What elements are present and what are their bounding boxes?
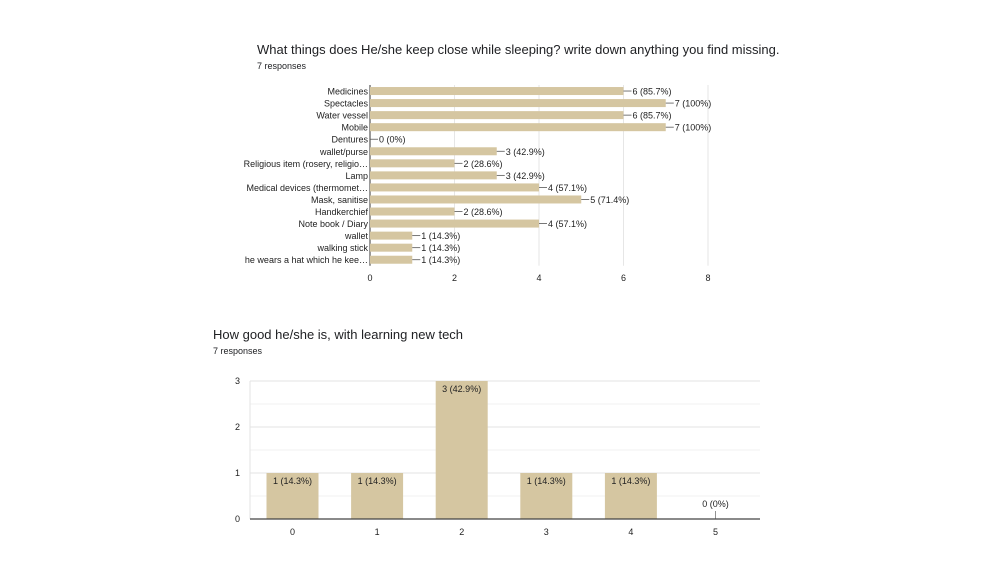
- bar: [370, 195, 582, 204]
- data-label: 1 (14.3%): [421, 255, 460, 265]
- bar: [370, 231, 413, 240]
- bar: [604, 473, 657, 519]
- category-label: Religious item (rosery, religio…: [244, 159, 368, 169]
- data-label: 1 (14.3%): [421, 231, 460, 241]
- category-label: Lamp: [345, 171, 368, 181]
- bar: [370, 219, 539, 228]
- data-label: 4 (57.1%): [548, 219, 587, 229]
- category-label: Note book / Diary: [298, 219, 368, 229]
- chart1-title: What things does He/she keep close while…: [257, 42, 780, 57]
- chart1-response-count: 7 responses: [257, 61, 307, 71]
- data-label: 0 (0%): [702, 499, 729, 509]
- category-label: Handkerchief: [315, 207, 369, 217]
- data-label: 1 (14.3%): [527, 476, 566, 486]
- category-label: Water vessel: [316, 111, 368, 121]
- bar: [370, 255, 413, 264]
- bar: [520, 473, 573, 519]
- bar: [370, 243, 413, 252]
- data-label: 3 (42.9%): [506, 147, 545, 157]
- category-label: Mask, sanitise: [311, 195, 368, 205]
- data-label: 7 (100%): [675, 123, 712, 133]
- category-label: Medical devices (thermomet…: [246, 183, 368, 193]
- bar: [370, 159, 455, 168]
- bar: [370, 183, 539, 192]
- bar: [370, 147, 497, 156]
- data-label: 6 (85.7%): [633, 87, 672, 97]
- category-label: Dentures: [331, 135, 368, 145]
- category-label: wallet: [344, 231, 369, 241]
- bar: [370, 99, 666, 108]
- x-tick-label: 0: [367, 273, 372, 283]
- bar: [370, 111, 624, 120]
- category-label: walking stick: [316, 243, 368, 253]
- data-label: 6 (85.7%): [633, 111, 672, 121]
- category-label: Spectacles: [324, 99, 369, 109]
- data-label: 5 (71.4%): [590, 195, 629, 205]
- y-tick-label: 3: [235, 376, 240, 386]
- data-label: 1 (14.3%): [421, 243, 460, 253]
- data-label: 1 (14.3%): [273, 476, 312, 486]
- y-tick-label: 0: [235, 514, 240, 524]
- y-tick-label: 2: [235, 422, 240, 432]
- x-tick-label: 1: [375, 527, 380, 537]
- bar: [370, 207, 455, 216]
- y-tick-label: 1: [235, 468, 240, 478]
- category-label: Medicines: [327, 87, 368, 97]
- bar: [351, 473, 404, 519]
- x-tick-label: 2: [452, 273, 457, 283]
- data-label: 1 (14.3%): [611, 476, 650, 486]
- data-label: 2 (28.6%): [464, 159, 503, 169]
- data-label: 4 (57.1%): [548, 183, 587, 193]
- data-label: 7 (100%): [675, 99, 712, 109]
- x-tick-label: 6: [621, 273, 626, 283]
- x-tick-label: 4: [628, 527, 633, 537]
- x-tick-label: 0: [290, 527, 295, 537]
- data-label: 3 (42.9%): [442, 384, 481, 394]
- bar: [266, 473, 319, 519]
- x-tick-label: 2: [459, 527, 464, 537]
- data-label: 0 (0%): [379, 135, 406, 145]
- bar: [370, 123, 666, 132]
- bar: [435, 381, 488, 519]
- category-label: Mobile: [341, 123, 368, 133]
- x-tick-label: 3: [544, 527, 549, 537]
- data-label: 2 (28.6%): [464, 207, 503, 217]
- bar: [370, 171, 497, 180]
- bar: [370, 87, 624, 96]
- data-label: 1 (14.3%): [358, 476, 397, 486]
- x-tick-label: 4: [536, 273, 541, 283]
- chart2-title: How good he/she is, with learning new te…: [213, 327, 464, 342]
- chart2-response-count: 7 responses: [213, 346, 263, 356]
- category-label: wallet/purse: [319, 147, 368, 157]
- data-label: 3 (42.9%): [506, 171, 545, 181]
- x-tick-label: 5: [713, 527, 718, 537]
- x-tick-label: 8: [705, 273, 710, 283]
- category-label: he wears a hat which he kee…: [245, 255, 368, 265]
